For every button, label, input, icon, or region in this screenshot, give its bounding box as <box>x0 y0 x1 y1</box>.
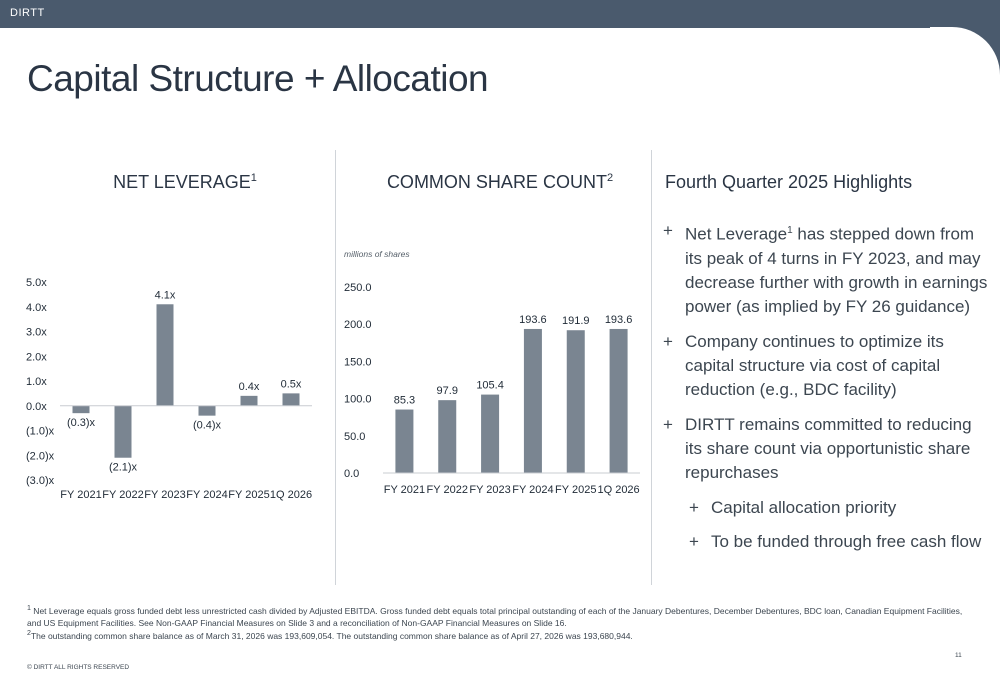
x-tick-label: FY 2023 <box>469 484 510 496</box>
y-tick-label: 100.0 <box>344 394 372 406</box>
highlight-subtext: Capital allocation priority <box>711 497 897 517</box>
data-label: (0.3)x <box>67 417 96 429</box>
data-label: 0.5x <box>281 378 302 390</box>
footnote-2: 2The outstanding common share balance as… <box>27 627 977 642</box>
y-tick-label: 150.0 <box>344 356 372 368</box>
data-label: (2.1)x <box>109 462 138 474</box>
bar <box>609 328 628 473</box>
bar <box>566 330 585 473</box>
footnote-2-number: 2 <box>27 629 31 637</box>
net-leverage-chart: 5.0x 4.0x 3.0x 2.0x 1.0x 0.0x (1.0)x (2.0)x (3.0… <box>26 277 312 501</box>
page-title: Capital Structure + Allocation <box>27 58 489 99</box>
top-bar <box>0 0 1000 28</box>
y-tick-label: 5.0x <box>26 277 47 289</box>
highlight-subitem: + To be funded through free cash flow <box>663 530 993 554</box>
page-number: 11 <box>955 652 962 659</box>
x-tick-label: FY 2022 <box>102 489 143 501</box>
share-count-title: COMMON SHARE COUNT2 <box>370 172 630 193</box>
x-tick-label: FY 2024 <box>186 489 227 501</box>
x-tick-label: 1Q 2026 <box>270 489 312 501</box>
highlight-footnote-marker: 1 <box>787 225 793 236</box>
bar <box>198 405 216 416</box>
y-tick-label: 2.0x <box>26 351 47 363</box>
net-leverage-title: NET LEVERAGE1 <box>60 172 310 193</box>
y-tick-label: (1.0)x <box>26 426 55 438</box>
highlight-subitem: + Capital allocation priority <box>663 496 993 520</box>
highlight-text: DIRTT remains committed to reducing its … <box>685 414 972 482</box>
highlight-text-pre: Net Leverage <box>685 224 788 244</box>
x-tick-label: FY 2021 <box>384 484 425 496</box>
net-leverage-footnote-marker: 1 <box>250 172 257 184</box>
x-tick-label: FY 2021 <box>60 489 101 501</box>
plus-icon: + <box>663 414 673 434</box>
plus-icon: + <box>689 531 699 551</box>
bar <box>114 405 132 458</box>
y-tick-label: 200.0 <box>344 319 372 331</box>
y-tick-label: (2.0)x <box>26 450 55 462</box>
bar <box>72 405 90 414</box>
column-divider-right <box>651 150 652 585</box>
data-label: 105.4 <box>476 380 504 392</box>
data-label: 193.6 <box>605 314 633 326</box>
plus-icon: + <box>689 497 699 517</box>
highlight-item: + Net Leverage1 has stepped down from it… <box>663 219 993 319</box>
share-count-title-text: COMMON SHARE COUNT <box>386 172 607 192</box>
x-tick-label: 1Q 2026 <box>597 484 639 496</box>
data-label: 85.3 <box>394 395 415 407</box>
highlights-list: + Net Leverage1 has stepped down from it… <box>663 219 993 564</box>
footnote-1: 1 Net Leverage equals gross funded debt … <box>27 602 977 629</box>
y-tick-label: 4.0x <box>26 302 47 314</box>
y-tick-label: 250.0 <box>344 282 372 294</box>
bar <box>481 394 500 473</box>
data-label: (0.4)x <box>193 420 222 432</box>
highlight-item: + DIRTT remains committed to reducing it… <box>663 413 993 485</box>
bar <box>523 328 542 473</box>
footnote-1-text: Net Leverage equals gross funded debt le… <box>27 605 963 628</box>
bar <box>240 395 258 406</box>
share-count-chart: 250.0 200.0 150.0 100.0 50.0 0.0 millions of s… <box>344 249 640 496</box>
y-tick-label: 1.0x <box>26 376 47 388</box>
y-tick-label: (3.0)x <box>26 475 55 487</box>
x-tick-label: FY 2025 <box>555 484 596 496</box>
data-label: 97.9 <box>437 385 458 397</box>
data-label: 191.9 <box>562 315 590 327</box>
data-label: 193.6 <box>519 314 547 326</box>
bar <box>282 393 300 406</box>
y-axis-label: millions of shares <box>344 249 410 259</box>
y-tick-label: 50.0 <box>344 431 365 443</box>
bar <box>156 304 174 406</box>
data-label: 0.4x <box>239 381 260 393</box>
y-tick-label: 0.0x <box>26 401 47 413</box>
x-tick-label: FY 2025 <box>228 489 269 501</box>
highlight-text-post: has stepped down from its peak of 4 turn… <box>685 224 988 316</box>
highlight-text: Company continues to optimize its capita… <box>685 331 944 399</box>
plus-icon: + <box>663 221 673 240</box>
bar <box>438 400 457 473</box>
column-divider-left <box>335 150 336 585</box>
net-leverage-title-text: NET LEVERAGE <box>113 172 251 192</box>
x-tick-label: FY 2023 <box>144 489 185 501</box>
data-label: 4.1x <box>155 289 176 301</box>
brand-label: DIRTT <box>10 7 45 19</box>
highlights-title: Fourth Quarter 2025 Highlights <box>665 172 913 192</box>
highlight-item: + Company continues to optimize its capi… <box>663 330 993 402</box>
share-count-footnote-marker: 2 <box>606 172 614 184</box>
x-tick-label: FY 2022 <box>427 484 468 496</box>
footnote-2-text: The outstanding common share balance as … <box>30 630 633 641</box>
x-tick-label: FY 2024 <box>512 484 553 496</box>
bar <box>395 409 414 473</box>
footnote-1-number: 1 <box>27 604 31 612</box>
copyright: © DIRTT ALL RIGHTS RESERVED <box>27 664 130 671</box>
y-tick-label: 0.0 <box>344 468 359 480</box>
highlight-subtext: To be funded through free cash flow <box>711 531 982 551</box>
plus-icon: + <box>663 331 673 351</box>
y-tick-label: 3.0x <box>26 327 47 339</box>
